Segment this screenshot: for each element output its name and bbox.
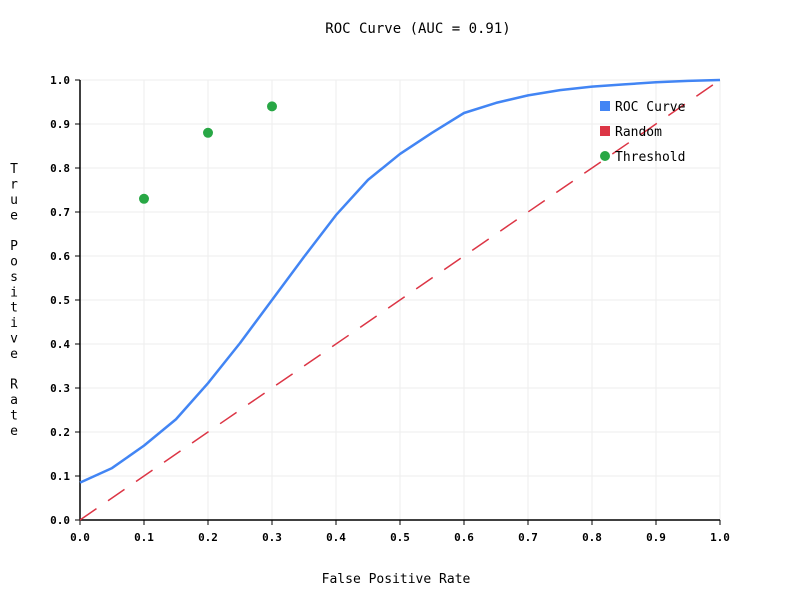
x-tick-label: 0.8 — [582, 531, 602, 544]
x-axis-label: False Positive Rate — [322, 572, 471, 587]
y-tick-label: 0.5 — [50, 294, 70, 307]
legend-marker-random — [600, 126, 610, 136]
y-tick-label: 0.7 — [50, 206, 70, 219]
y-axis-label-char: s — [10, 270, 18, 285]
y-axis-label-char: u — [10, 193, 18, 208]
y-axis-label-char: i — [10, 316, 18, 331]
x-tick-label: 0.3 — [262, 531, 282, 544]
x-tick-label: 0.2 — [198, 531, 218, 544]
grid — [80, 79, 721, 520]
y-axis-label-char: r — [10, 178, 18, 193]
roc-curve-line — [79, 78, 721, 484]
y-axis-label-char: a — [10, 393, 18, 408]
y-axis-label-char: T — [10, 162, 18, 177]
y-axis-label-char: v — [10, 332, 18, 347]
legend: ROC Curve Random Threshold — [600, 100, 686, 165]
y-tick-label: 0.2 — [50, 426, 70, 439]
threshold-point — [203, 127, 213, 138]
x-tick-label: 0.1 — [134, 531, 154, 544]
chart-title: ROC Curve (AUC = 0.91) — [325, 21, 510, 37]
legend-label-roc-curve: ROC Curve — [615, 100, 686, 115]
x-tick-label: 0.0 — [70, 531, 90, 544]
y-tick-label: 0.1 — [50, 470, 70, 483]
y-axis-label-char: R — [10, 378, 18, 393]
y-tick-label: 0.8 — [50, 162, 70, 175]
y-axis-label-char: i — [10, 285, 18, 300]
y-axis-label-char: e — [10, 208, 18, 223]
x-tick-label: 1.0 — [710, 531, 730, 544]
y-tick-label: 0.4 — [50, 338, 70, 351]
legend-marker-threshold — [600, 151, 610, 161]
y-tick-label: 0.6 — [50, 250, 70, 263]
x-tick-label: 0.9 — [646, 531, 666, 544]
y-axis-label-char: t — [10, 409, 18, 424]
x-tick-label: 0.5 — [390, 531, 410, 544]
threshold-point — [139, 193, 149, 204]
axes: 0.0 0.1 0.2 0.3 0.4 0.5 0.6 0.7 0.8 0.9 1.0 0.0 0.1 0… — [50, 74, 730, 544]
legend-label-threshold: Threshold — [615, 150, 685, 165]
y-tick-label: 0.9 — [50, 118, 70, 131]
y-axis-label-char: t — [10, 301, 18, 316]
y-axis-label-char: P — [10, 239, 18, 254]
y-axis-label-char: o — [10, 255, 18, 270]
threshold-point — [267, 101, 277, 112]
legend-marker-roc-curve — [600, 101, 610, 111]
x-tick-label: 0.7 — [518, 531, 538, 544]
series — [79, 78, 721, 521]
x-tick-label: 0.6 — [454, 531, 474, 544]
x-tick-label: 0.4 — [326, 531, 346, 544]
legend-label-random: Random — [615, 125, 662, 140]
y-tick-label: 1.0 — [50, 74, 70, 87]
y-axis-label-char: e — [10, 424, 18, 439]
random-line — [79, 79, 721, 521]
y-tick-label: 0.3 — [50, 382, 70, 395]
y-axis-label-char: e — [10, 347, 18, 362]
y-tick-label: 0.0 — [50, 514, 70, 527]
